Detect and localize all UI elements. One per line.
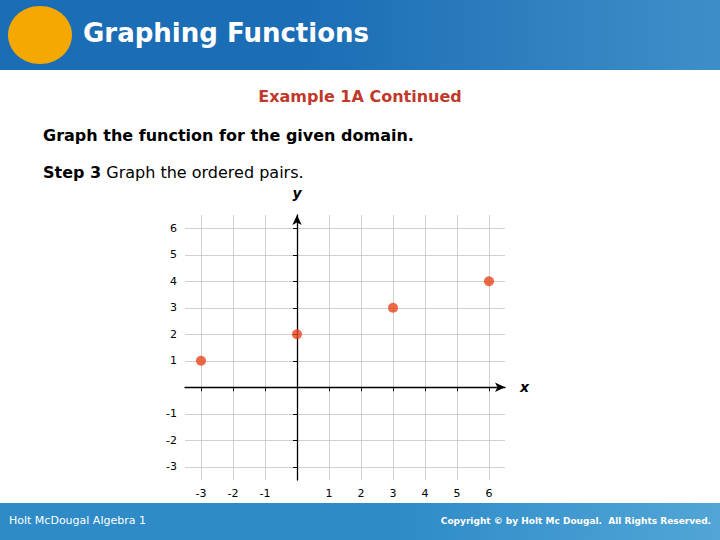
- svg-text:2: 2: [358, 487, 365, 500]
- svg-text:6: 6: [170, 222, 177, 235]
- svg-text:6: 6: [486, 487, 493, 500]
- svg-text:Step 3: Step 3: [43, 163, 101, 182]
- svg-text:5: 5: [454, 487, 461, 500]
- svg-text:-1: -1: [166, 407, 177, 420]
- svg-text:-3: -3: [166, 460, 177, 473]
- svg-text:3: 3: [390, 487, 397, 500]
- svg-text:Graph the function for the giv: Graph the function for the given domain.: [43, 126, 414, 145]
- svg-text:x: x: [519, 379, 530, 395]
- svg-text:1: 1: [326, 487, 333, 500]
- svg-text:4: 4: [422, 487, 429, 500]
- svg-text:5: 5: [170, 248, 177, 261]
- svg-text:4: 4: [170, 275, 177, 288]
- svg-text:y: y: [292, 185, 302, 201]
- svg-text:Holt McDougal Algebra 1: Holt McDougal Algebra 1: [9, 514, 146, 527]
- svg-text:1: 1: [170, 354, 177, 367]
- svg-text:-3: -3: [196, 487, 207, 500]
- svg-text:Example 1A Continued: Example 1A Continued: [258, 87, 462, 106]
- svg-text:Graphing Functions: Graphing Functions: [83, 18, 369, 48]
- svg-text:-2: -2: [166, 434, 177, 447]
- svg-text:-1: -1: [260, 487, 271, 500]
- svg-text:Copyright © by Holt Mc Dougal.: Copyright © by Holt Mc Dougal. All Right…: [441, 516, 711, 526]
- svg-text:2: 2: [170, 328, 177, 341]
- svg-text:Graph the ordered pairs.: Graph the ordered pairs.: [101, 163, 303, 182]
- svg-text:-2: -2: [228, 487, 239, 500]
- svg-text:3: 3: [170, 301, 177, 314]
